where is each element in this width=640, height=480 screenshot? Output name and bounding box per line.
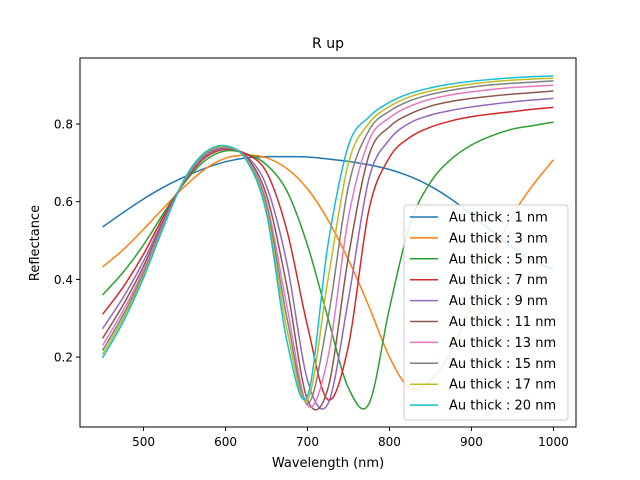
plot-frame bbox=[79, 57, 577, 428]
y-axis-label: Reflectance bbox=[28, 205, 43, 281]
legend: Au thick : 1 nm Au thick : 3 nm Au thick :… bbox=[403, 204, 569, 421]
legend-label-4: Au thick : 9 nm bbox=[449, 294, 548, 309]
legend-label-9: Au thick : 20 nm bbox=[449, 399, 556, 414]
legend-label-7: Au thick : 15 nm bbox=[449, 357, 556, 372]
x-tick-label: 1000 bbox=[538, 435, 569, 449]
legend-label-8: Au thick : 17 nm bbox=[449, 378, 556, 393]
x-tick-label: 700 bbox=[296, 435, 319, 449]
y-tick-label: 0.4 bbox=[54, 273, 73, 287]
x-axis-label: Wavelength (nm) bbox=[272, 456, 384, 471]
y-tick-label: 0.2 bbox=[54, 351, 73, 365]
x-axis-ticks: 500 600 700 800 900 1000 bbox=[132, 427, 569, 449]
x-tick-label: 900 bbox=[460, 435, 483, 449]
series-line-9 bbox=[101, 75, 554, 401]
legend-label-5: Au thick : 11 nm bbox=[449, 315, 556, 330]
legend-label-2: Au thick : 5 nm bbox=[449, 252, 548, 267]
legend-label-3: Au thick : 7 nm bbox=[449, 273, 548, 288]
legend-label-0: Au thick : 1 nm bbox=[449, 211, 548, 226]
series-lines bbox=[101, 75, 555, 411]
legend-box bbox=[403, 204, 569, 421]
y-tick-label: 0.8 bbox=[54, 118, 73, 132]
chart-title: R up bbox=[312, 36, 344, 52]
x-tick-label: 600 bbox=[214, 435, 237, 449]
x-tick-label: 800 bbox=[378, 435, 401, 449]
y-tick-label: 0.6 bbox=[54, 195, 73, 209]
x-tick-label: 500 bbox=[132, 435, 155, 449]
legend-label-6: Au thick : 13 nm bbox=[449, 336, 556, 351]
legend-label-1: Au thick : 3 nm bbox=[449, 231, 548, 246]
y-axis-ticks: 0.2 0.4 0.6 0.8 bbox=[54, 118, 80, 365]
